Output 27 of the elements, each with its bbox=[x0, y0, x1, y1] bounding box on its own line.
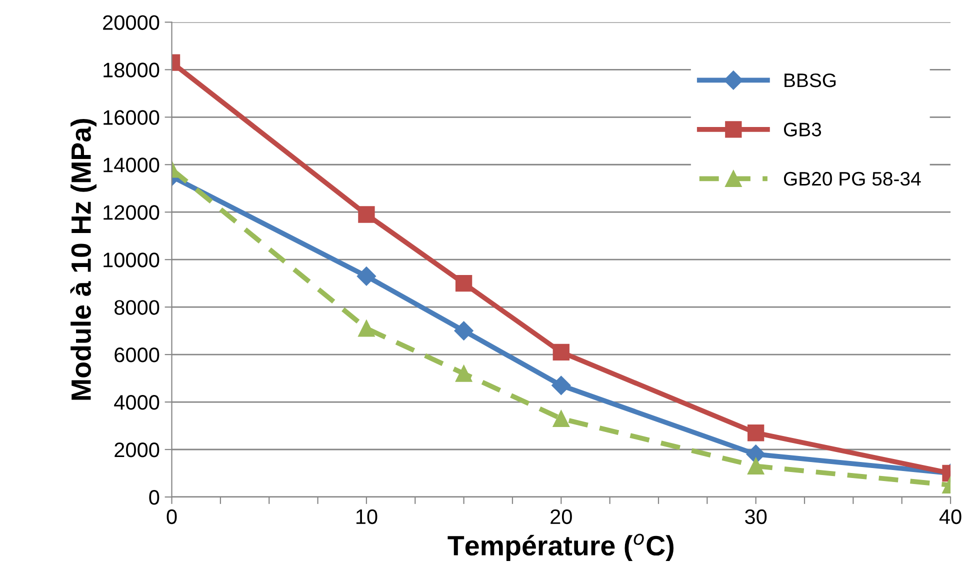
point bbox=[552, 376, 571, 395]
y-tick-label: 2000 bbox=[114, 442, 160, 458]
y-tick-label: 8000 bbox=[114, 300, 160, 315]
point bbox=[552, 344, 570, 361]
y-tick-label: 16000 bbox=[104, 110, 160, 125]
y-axis-title: Module à 10 Hz (MPa) bbox=[70, 118, 96, 400]
y-tick-label: 20000 bbox=[103, 15, 160, 30]
y-tick-label: 6000 bbox=[114, 348, 160, 362]
legend-label: BBSG bbox=[784, 73, 836, 88]
y-tick-label: 10000 bbox=[104, 252, 160, 268]
x-tick-label: 0 bbox=[166, 509, 177, 524]
x-tick-label: 20 bbox=[550, 509, 572, 524]
y-tick-label: 12000 bbox=[104, 205, 160, 220]
point bbox=[552, 410, 570, 427]
point bbox=[454, 321, 474, 340]
legend-label: GB20 PG 58-34 bbox=[784, 172, 921, 186]
point bbox=[455, 365, 472, 382]
point bbox=[455, 274, 472, 292]
y-tick-label: 18000 bbox=[104, 62, 160, 78]
x-tick-label: 10 bbox=[356, 509, 378, 524]
x-axis-title: Température ($^{o}$C) bbox=[448, 534, 674, 562]
x-tick-label: 40 bbox=[939, 509, 962, 524]
y-tick-label: 4000 bbox=[114, 395, 160, 410]
legend-label: GB3 bbox=[784, 122, 822, 136]
x-tick-label: 30 bbox=[745, 509, 767, 524]
y-tick-label: 0 bbox=[149, 490, 160, 505]
y-tick-label: 14000 bbox=[104, 158, 160, 172]
